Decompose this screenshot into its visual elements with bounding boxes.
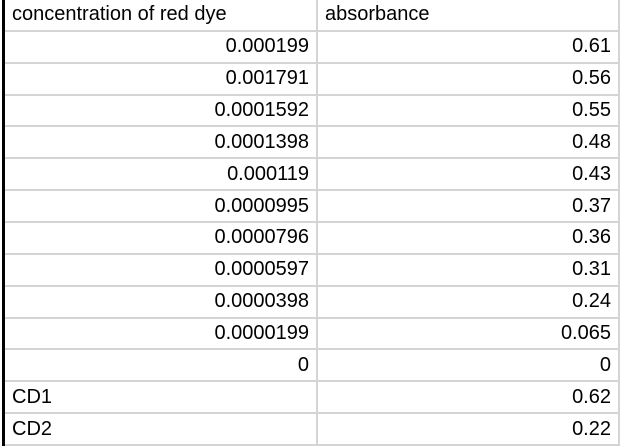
concentration-cell[interactable]: 0.0001398	[5, 127, 318, 158]
concentration-cell[interactable]: 0.000199	[5, 31, 318, 62]
absorbance-cell[interactable]: 0.37	[572, 194, 611, 217]
concentration-cell[interactable]: CD1	[5, 382, 318, 413]
table-row: CD1 0.62	[5, 382, 618, 415]
concentration-cell[interactable]: 0.0000796	[5, 223, 318, 253]
column-header-concentration[interactable]: concentration of red dye	[5, 0, 318, 30]
table-row: 0.0000995 0.37	[5, 191, 618, 223]
table-row: CD2 0.22	[5, 414, 618, 446]
concentration-cell[interactable]: 0.000119	[5, 159, 318, 190]
table-row: 0.000199 0.61	[5, 31, 618, 64]
concentration-cell[interactable]: 0	[5, 350, 318, 381]
absorbance-cell[interactable]: 0.43	[572, 162, 611, 185]
table-row: 0.0000796 0.36	[5, 223, 618, 255]
absorbance-cell[interactable]: 0.065	[560, 321, 611, 344]
absorbance-cell[interactable]: 0.31	[572, 258, 611, 281]
concentration-cell[interactable]: 0.001791	[5, 63, 318, 94]
table-row: 0.000119 0.43	[5, 159, 618, 192]
absorbance-cell[interactable]: 0.36	[572, 226, 611, 249]
column-header-absorbance[interactable]: absorbance	[325, 3, 430, 26]
absorbance-cell[interactable]: 0.62	[572, 385, 611, 408]
absorbance-cell[interactable]: 0.56	[572, 67, 611, 90]
absorbance-cell[interactable]: 0.48	[572, 130, 611, 153]
concentration-cell[interactable]: 0.0000995	[5, 191, 318, 221]
concentration-cell[interactable]: 0.0000398	[5, 286, 318, 317]
table-row: 0.0000199 0.065	[5, 318, 618, 351]
table-row: 0.0001398 0.48	[5, 127, 618, 160]
table-header-row: concentration of red dye absorbance	[5, 0, 618, 32]
concentration-cell[interactable]: 0.0000199	[5, 318, 318, 349]
absorbance-cell[interactable]: 0	[599, 353, 611, 376]
absorbance-cell[interactable]: 0.24	[572, 290, 611, 313]
concentration-cell[interactable]: CD2	[5, 414, 318, 444]
absorbance-cell[interactable]: 0.61	[572, 35, 611, 58]
absorbance-cell[interactable]: 0.22	[572, 417, 611, 440]
table-row: 0.0000597 0.31	[5, 254, 618, 287]
absorbance-cell[interactable]: 0.55	[572, 98, 611, 121]
table-row: 0.001791 0.56	[5, 63, 618, 96]
concentration-cell[interactable]: 0.0001592	[5, 95, 318, 126]
table-row: 0.0000398 0.24	[5, 286, 618, 319]
table-row: 0.0001592 0.55	[5, 95, 618, 128]
concentration-cell[interactable]: 0.0000597	[5, 254, 318, 285]
